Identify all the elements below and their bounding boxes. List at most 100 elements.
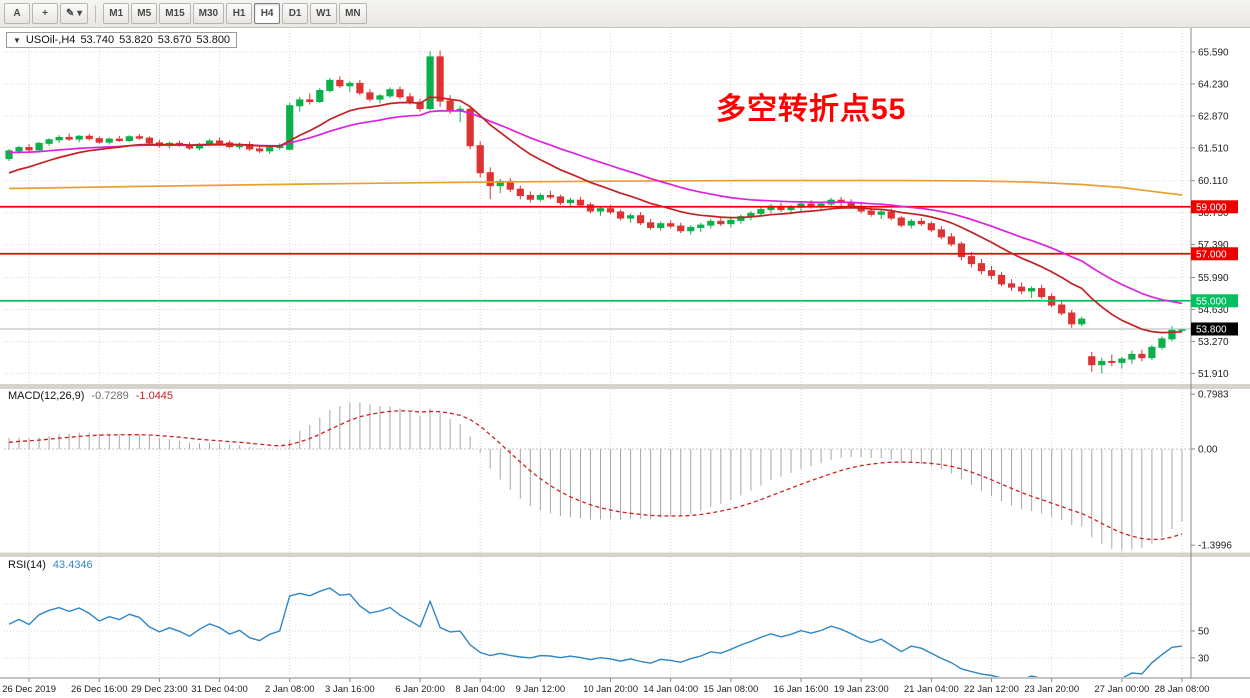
rsi-line (8, 587, 1183, 677)
price-badge-59.000: 59.000 (1191, 200, 1238, 214)
candle-body (967, 256, 976, 265)
timeframe-button-m5[interactable]: M5 (131, 3, 158, 24)
cursor-button[interactable]: A (4, 3, 30, 24)
ohlc-open: 53.740 (80, 34, 115, 46)
candle-body (336, 79, 344, 87)
symbol-timeframe-label: USOil-,H4 (25, 34, 76, 46)
candle-body (1078, 318, 1086, 325)
macd-axis-label: 0.00 (1198, 445, 1218, 456)
candle-body (586, 204, 595, 212)
panel-divider[interactable] (0, 384, 1250, 389)
chart-title: ▼ USOil-,H4 53.740 53.820 53.670 53.800 (6, 32, 238, 48)
candle-body (85, 135, 93, 140)
candle-body (697, 224, 705, 228)
candle-body (1058, 304, 1066, 314)
timeframe-button-mn[interactable]: MN (339, 3, 367, 24)
macd-value-main: -0.7289 (91, 390, 129, 402)
time-axis[interactable]: 26 Dec 2019 26 Dec 16:00 29 Dec 23:00 31 De… (2, 678, 1209, 695)
time-axis-label: 26 Dec 16:00 (71, 684, 128, 695)
candle-body (296, 99, 304, 107)
price-axis-label: 55.990 (1198, 273, 1229, 284)
candle-body (637, 215, 645, 224)
candle-body (1128, 353, 1136, 360)
timeframe-button-h4[interactable]: H4 (254, 3, 281, 24)
candle-body (867, 210, 875, 215)
svg-text:57.000: 57.000 (1196, 249, 1227, 260)
time-axis-label: 28 Jan 08:00 (1155, 684, 1210, 695)
toolbar-separator (95, 4, 97, 23)
candle-body (55, 136, 63, 141)
time-axis-label: 10 Jan 20:00 (583, 684, 638, 695)
candle-body (256, 148, 264, 152)
candle-body (1158, 338, 1166, 348)
candle-body (927, 223, 935, 231)
time-axis-label: 6 Jan 20:00 (395, 684, 445, 695)
candle-body (566, 199, 575, 204)
collapse-arrow-icon[interactable]: ▼ (13, 35, 21, 45)
candles-layer (5, 50, 1186, 374)
toolbar: A + ✎ ▾ M1 M5 M15 M30 H1 H4 D1 W1 MN (0, 0, 1250, 28)
candle-body (596, 208, 605, 212)
candle-body (626, 215, 635, 219)
candle-body (215, 140, 224, 144)
time-axis-label: 9 Jan 12:00 (516, 684, 566, 695)
macd-layer (8, 402, 1183, 551)
candle-body (616, 211, 625, 219)
candle-body (606, 208, 615, 213)
price-axis-label: 61.510 (1198, 143, 1229, 154)
current-price-badge: 53.800 (1191, 322, 1238, 336)
candle-body (1148, 346, 1156, 359)
candle-body (887, 211, 895, 219)
price-axis[interactable]: 65.590 64.230 62.870 61.510 60.110 58.750 57.3… (1191, 47, 1232, 664)
candle-body (75, 135, 83, 140)
rsi-name: RSI(14) (8, 559, 46, 571)
timeframe-button-m15[interactable]: M15 (159, 3, 191, 24)
timeframe-button-h1[interactable]: H1 (226, 3, 253, 24)
candle-body (667, 223, 675, 227)
candle-body (877, 211, 885, 215)
candle-body (1088, 356, 1096, 366)
candle-body (1007, 283, 1016, 288)
ma-slow-orange (8, 179, 1183, 196)
price-axis-label: 58.750 (1198, 208, 1229, 219)
timeframe-button-d1[interactable]: D1 (282, 3, 309, 24)
candle-body (556, 196, 565, 204)
time-axis-label: 8 Jan 04:00 (455, 684, 505, 695)
candle-body (516, 188, 524, 197)
macd-label: MACD(12,26,9) -0.7289 -1.0445 (8, 390, 173, 402)
time-axis-label: 21 Jan 04:00 (904, 684, 959, 695)
candle-body (396, 89, 404, 98)
macd-name: MACD(12,26,9) (8, 390, 85, 402)
candle-body (1098, 360, 1106, 366)
candle-body (957, 243, 966, 258)
price-axis-label: 62.870 (1198, 111, 1229, 122)
candle-body (266, 147, 274, 152)
timeframe-button-w1[interactable]: W1 (310, 3, 338, 24)
ohlc-close: 53.800 (196, 34, 231, 46)
candle-body (907, 220, 915, 226)
timeframe-button-m30[interactable]: M30 (192, 3, 225, 24)
candle-body (977, 263, 986, 272)
candle-body (366, 92, 374, 100)
timeframe-button-m1[interactable]: M1 (103, 3, 130, 24)
candle-body (125, 136, 133, 142)
macd-value-signal: -1.0445 (135, 390, 174, 402)
candle-body (35, 142, 43, 151)
crosshair-button[interactable]: + (32, 3, 58, 24)
rsi-label: RSI(14) 43.4346 (8, 559, 93, 571)
svg-text:59.000: 59.000 (1196, 202, 1227, 213)
candle-body (1108, 360, 1116, 363)
macd-signal-line (8, 410, 1183, 541)
candle-body (45, 139, 53, 144)
panel-divider[interactable] (0, 552, 1250, 558)
time-axis-label: 16 Jan 16:00 (774, 684, 829, 695)
macd-axis-label: 0.7983 (1198, 390, 1229, 401)
draw-tools-dropdown[interactable]: ✎ ▾ (60, 3, 89, 24)
rsi-axis-label: 50 (1198, 627, 1210, 638)
candle-body (426, 56, 434, 110)
candle-body (135, 136, 143, 139)
price-axis-label: 51.910 (1198, 369, 1229, 380)
candle-body (446, 100, 454, 112)
time-axis-label: 14 Jan 04:00 (643, 684, 698, 695)
